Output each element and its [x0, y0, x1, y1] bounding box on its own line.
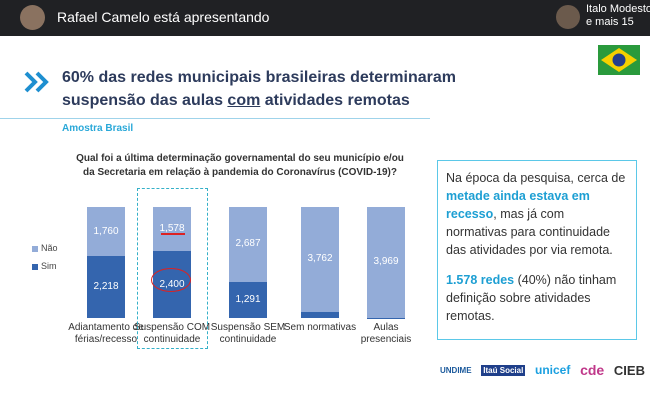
note-text: (40%) não tinham definição sobre ativida…	[446, 273, 617, 323]
note: 1.578 redes (40%) não tinham definição s…	[446, 271, 628, 325]
chart: 2,218 1,760 Adiantamento de férias/recesso…	[32, 207, 412, 345]
bar	[301, 207, 339, 312]
value-label: 2,218	[93, 281, 119, 293]
note-box: Na época da pesquisa, cerca de metade ai…	[437, 160, 637, 340]
bar	[301, 311, 339, 318]
logo: unicef	[535, 363, 571, 377]
x-tick-label: Sem normativas	[283, 322, 357, 333]
x-tick-label: Aulas presenciais	[360, 322, 412, 345]
title-text: atividades remotas	[264, 92, 410, 109]
sample: Amostra Brasil	[62, 123, 134, 134]
legend-label: Não	[41, 243, 58, 253]
slide-title: 60% das redes municipais brasileiras det…	[62, 66, 532, 112]
legend-swatch	[32, 264, 38, 270]
bar	[87, 256, 125, 318]
legend-label: Sim	[41, 261, 57, 271]
bar	[367, 207, 405, 318]
divider	[0, 118, 430, 119]
bar	[87, 207, 125, 257]
participants[interactable]: Italo Modesto e mais 15	[586, 3, 650, 29]
x-tick-label: Suspensão SEM continuidade	[210, 322, 286, 345]
avatar	[20, 5, 45, 30]
logo: cde	[580, 362, 605, 378]
logo: CIEB	[613, 362, 645, 378]
note-highlight: metade ainda estava em recesso	[446, 189, 590, 221]
value-label: 3,762	[307, 253, 333, 265]
bar	[229, 207, 267, 282]
chevrons	[24, 71, 49, 93]
top-bar	[0, 0, 650, 36]
bar	[229, 281, 267, 318]
note: Na época da pesquisa, cerca de metade ai…	[446, 169, 628, 259]
bar	[153, 207, 191, 252]
participant: Italo Modesto	[586, 3, 650, 15]
highlight-underline	[161, 233, 185, 235]
value-label: 1,291	[235, 293, 261, 305]
x-tick-label: Adiantamento de férias/recesso	[68, 322, 144, 345]
note-text: Na época da pesquisa, cerca de	[446, 171, 626, 185]
logo: UNDIME	[440, 365, 472, 375]
logo: Itaú Social	[481, 364, 526, 376]
title-text: com	[227, 92, 261, 109]
others: e mais 15	[586, 16, 634, 28]
value-label: 2,687	[235, 238, 261, 250]
legend-swatch	[32, 246, 38, 252]
note-highlight: 1.578 redes	[446, 273, 515, 287]
value-label: 1,578	[159, 223, 185, 235]
highlight-box	[137, 188, 208, 349]
chart-title: Qual foi a última determinação govername…	[76, 153, 404, 178]
x-tick-label: Suspensão COM continuidade	[133, 322, 211, 345]
highlight-circle	[151, 268, 191, 292]
logos: UNDIME Itaú Social unicef cde CIEB	[440, 362, 645, 378]
value-label: 1,760	[93, 225, 119, 237]
note-text: , mas já com normativas para continuidad…	[446, 207, 613, 257]
value-label: 3,969	[373, 256, 399, 268]
presenter: Rafael Camelo está apresentando	[57, 9, 270, 25]
flag	[598, 45, 640, 75]
title-text: 60% das redes municipais brasileiras det…	[62, 69, 456, 109]
avatar	[556, 5, 580, 29]
